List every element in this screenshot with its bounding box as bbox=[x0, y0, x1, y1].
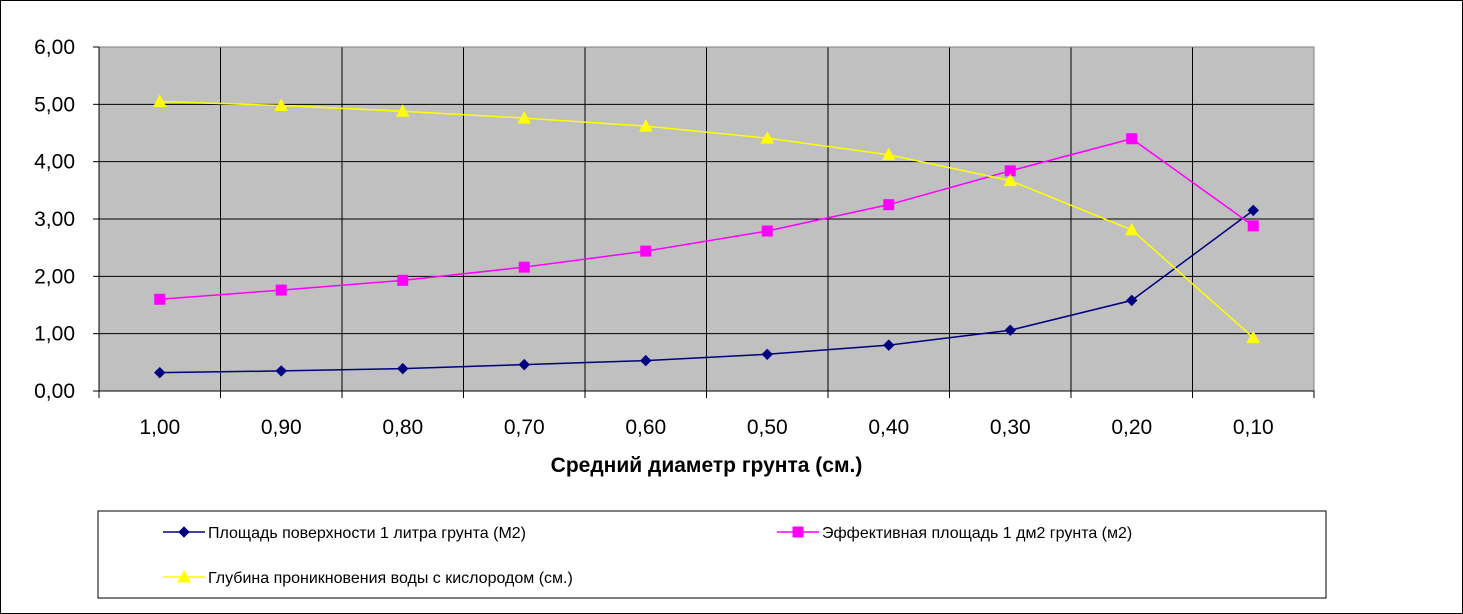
x-tick-label: 0,60 bbox=[625, 416, 666, 439]
data-point bbox=[883, 339, 895, 351]
series-line bbox=[159, 209, 1254, 374]
x-tick-labels: 1,00 0,90 0,80 0,70 0,60 0,50 0,40 0,30 0,20 0,10 bbox=[139, 416, 1273, 439]
data-point bbox=[397, 274, 409, 286]
data-point bbox=[275, 365, 287, 377]
data-point bbox=[640, 354, 652, 367]
data-point bbox=[395, 104, 410, 117]
x-tick-label: 0,40 bbox=[868, 416, 909, 439]
gridlines bbox=[99, 46, 1314, 391]
y-tick-label: 1,00 bbox=[34, 323, 75, 346]
series-2 bbox=[154, 133, 1259, 305]
data-point bbox=[517, 111, 532, 124]
data-point bbox=[1247, 220, 1259, 232]
data-point bbox=[154, 366, 166, 379]
data-point bbox=[154, 293, 166, 305]
x-tick-label: 0,90 bbox=[261, 416, 302, 439]
series-layer bbox=[152, 94, 1261, 379]
x-tick-label: 0,50 bbox=[747, 416, 788, 439]
y-tick-labels: 0,00 1,00 2,00 3,00 4,00 5,00 6,00 bbox=[34, 36, 75, 403]
x-tick-label: 0,70 bbox=[504, 416, 545, 439]
x-tick-label: 0,80 bbox=[382, 416, 423, 439]
data-point bbox=[761, 348, 773, 361]
data-point bbox=[518, 261, 530, 273]
series-line bbox=[159, 137, 1254, 301]
data-point bbox=[883, 199, 895, 211]
x-tick-label: 1,00 bbox=[139, 416, 180, 439]
y-tick-label: 0,00 bbox=[34, 380, 75, 403]
data-point bbox=[152, 94, 167, 107]
legend-item: Глубина проникновения воды с кислородом … bbox=[163, 569, 573, 587]
legend: Площадь поверхности 1 литра грунта (М2) Э… bbox=[97, 510, 1327, 599]
data-point bbox=[275, 284, 287, 296]
x-tick-label: 0,30 bbox=[990, 416, 1031, 439]
y-tick-label: 6,00 bbox=[34, 36, 75, 59]
legend-item: Эффективная площадь 1 дм2 грунта (м2) bbox=[777, 525, 1132, 542]
data-point bbox=[1126, 294, 1138, 307]
data-point bbox=[881, 147, 896, 161]
data-point bbox=[397, 362, 409, 375]
y-tick-label: 3,00 bbox=[34, 208, 75, 231]
series-3 bbox=[152, 94, 1261, 344]
series-1 bbox=[154, 204, 1259, 379]
data-point bbox=[760, 131, 775, 144]
x-axis-title: Средний диаметр грунта (см.) bbox=[551, 454, 863, 477]
x-tick-label: 0,10 bbox=[1233, 416, 1274, 439]
legend-marker bbox=[792, 526, 804, 538]
axes bbox=[93, 46, 1315, 398]
legend-label: Площадь поверхности 1 литра грунта (М2) bbox=[208, 525, 526, 542]
legend-label: Глубина проникновения воды с кислородом … bbox=[208, 570, 573, 587]
y-tick-label: 2,00 bbox=[34, 265, 75, 288]
legend-marker bbox=[178, 526, 190, 538]
data-point bbox=[761, 225, 773, 237]
data-point bbox=[518, 358, 530, 371]
legend-box bbox=[97, 510, 1327, 599]
data-point bbox=[1246, 330, 1261, 344]
legend-label: Эффективная площадь 1 дм2 грунта (м2) bbox=[822, 525, 1132, 542]
data-point bbox=[1003, 173, 1018, 187]
data-point bbox=[274, 98, 289, 111]
data-point bbox=[640, 245, 652, 257]
y-tick-label: 4,00 bbox=[34, 151, 75, 174]
x-tick-label: 0,20 bbox=[1111, 416, 1152, 439]
legend-item: Площадь поверхности 1 литра грунта (М2) bbox=[163, 525, 526, 542]
data-point bbox=[1126, 133, 1138, 145]
data-point bbox=[1124, 222, 1139, 236]
legend-marker bbox=[177, 569, 191, 583]
data-point bbox=[1004, 324, 1016, 336]
data-point bbox=[638, 119, 653, 132]
y-tick-label: 5,00 bbox=[34, 93, 75, 116]
data-point bbox=[1247, 204, 1259, 217]
series-line bbox=[159, 100, 1254, 339]
